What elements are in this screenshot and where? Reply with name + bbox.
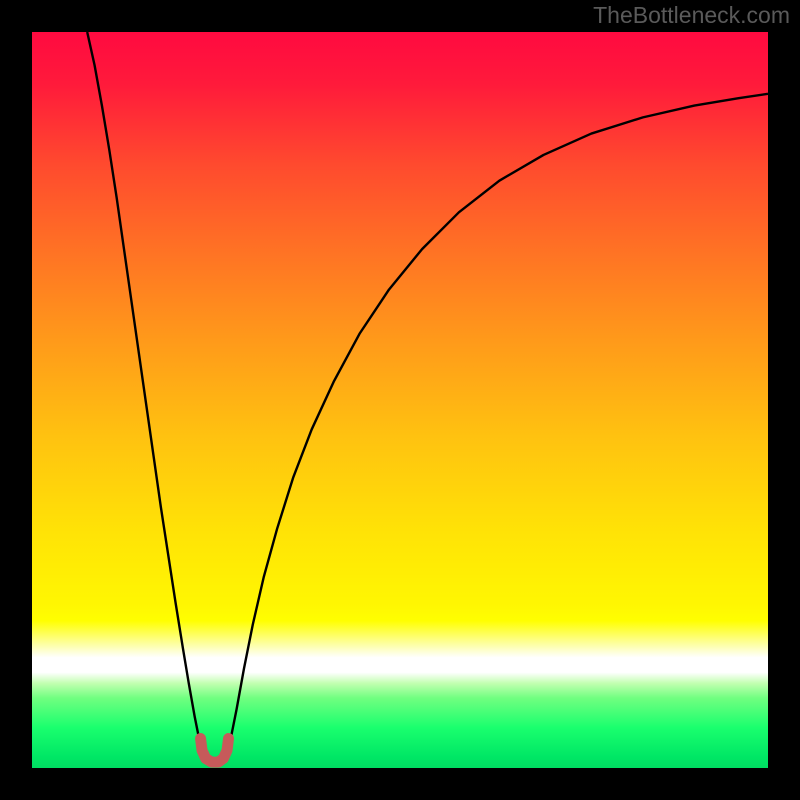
right-curve — [227, 94, 768, 753]
chart-frame: TheBottleneck.com — [0, 0, 800, 800]
watermark-text: TheBottleneck.com — [593, 2, 790, 29]
curve-overlay — [32, 32, 768, 768]
u-marker — [201, 739, 229, 763]
plot-area — [32, 32, 768, 768]
left-curve — [87, 32, 203, 753]
